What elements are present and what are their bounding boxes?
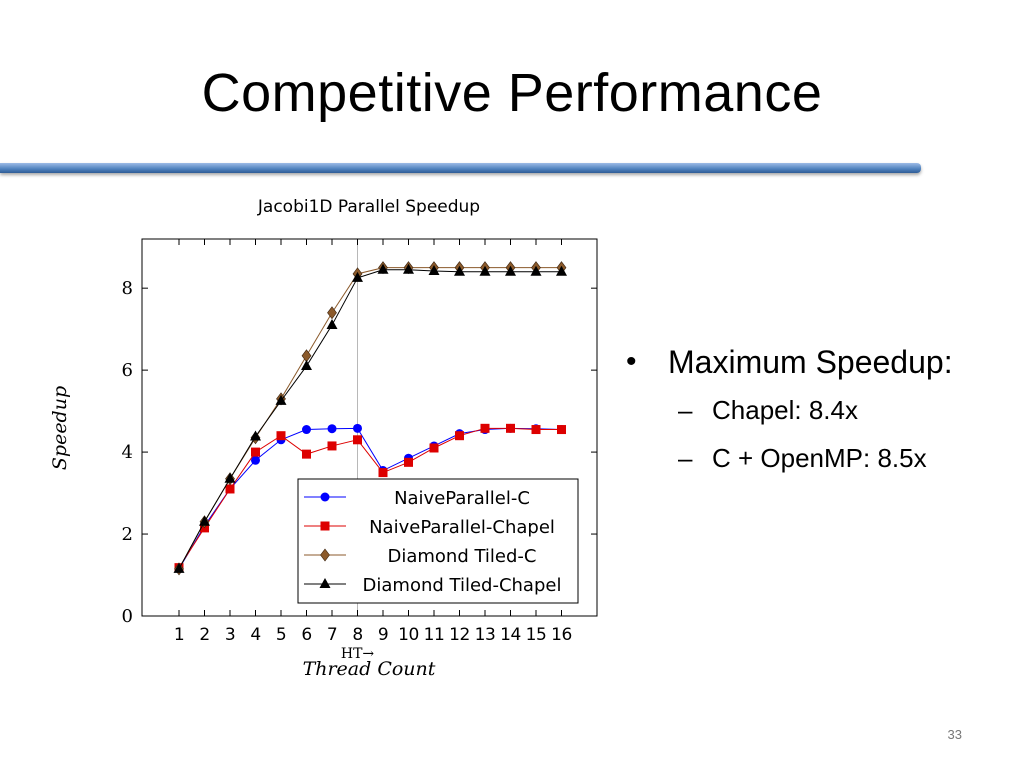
series-line — [178, 427, 562, 570]
x-tick-label: 12 — [449, 625, 470, 645]
data-point — [429, 443, 439, 453]
data-point — [302, 449, 311, 459]
data-point — [224, 472, 236, 483]
legend-label: Diamond Tiled-C — [387, 546, 536, 567]
legend: NaiveParallel-C NaiveParallel-Chapel Diamo… — [297, 478, 579, 604]
data-point — [403, 263, 414, 274]
x-tick-label: 1 — [174, 625, 184, 645]
data-point — [480, 423, 490, 433]
x-tick-label: 6 — [301, 625, 311, 645]
data-point — [530, 265, 542, 276]
data-point — [199, 515, 210, 526]
sub-bullet-text: C + OpenMP: 8.5x — [712, 443, 927, 473]
x-tick-label: 2 — [199, 625, 209, 645]
data-point — [506, 423, 515, 433]
legend-entry: Diamond Tiled-C — [304, 546, 537, 567]
page-number: 33 — [947, 727, 962, 742]
data-point — [173, 562, 185, 573]
data-point — [326, 319, 338, 330]
y-tick-label: 4 — [122, 442, 133, 463]
data-point — [556, 265, 567, 276]
data-point — [353, 423, 362, 433]
dash-icon: – — [678, 443, 693, 473]
x-tick-label: 14 — [500, 625, 521, 645]
plot-frame — [141, 238, 598, 617]
bullet-text: Maximum Speedup: — [668, 344, 953, 380]
legend-box — [297, 478, 579, 604]
y-tick-label: 2 — [122, 524, 133, 545]
legend-label: NaiveParallel-Chapel — [369, 517, 555, 538]
legend-entry: NaiveParallel-Chapel — [304, 517, 555, 538]
legend-entry: NaiveParallel-C — [304, 488, 530, 509]
bullet-maximum-speedup: • Maximum Speedup: — [626, 338, 1006, 386]
y-tick-label: 0 — [122, 606, 133, 627]
legend-label: Diamond Tiled-Chapel — [363, 575, 562, 596]
data-point — [225, 484, 235, 494]
y-tick-label: 6 — [122, 360, 133, 381]
x-tick-label: 16 — [551, 625, 572, 645]
data-point — [531, 425, 541, 435]
data-point — [505, 265, 516, 276]
data-point — [479, 265, 491, 276]
legend-label: NaiveParallel-C — [394, 488, 530, 509]
bullet-list: • Maximum Speedup: – Chapel: 8.4x – C + … — [626, 338, 1006, 482]
data-point — [250, 430, 261, 441]
y-tick-label: 8 — [122, 278, 133, 299]
data-point — [319, 578, 331, 588]
x-tick-label: 7 — [327, 625, 337, 645]
data-point — [377, 263, 389, 274]
data-point — [428, 264, 440, 275]
slide-title: Competitive Performance — [201, 63, 823, 123]
data-point — [302, 425, 311, 435]
data-point — [327, 441, 337, 451]
x-tick-label: 13 — [475, 625, 496, 645]
x-tick-label: 3 — [225, 625, 235, 645]
sub-bullet-text: Chapel: 8.4x — [712, 395, 858, 425]
sub-bullet-chapel: – Chapel: 8.4x — [626, 386, 1006, 434]
data-point — [378, 468, 388, 478]
series-layer — [173, 261, 567, 576]
data-point — [320, 492, 330, 502]
data-point — [327, 306, 337, 320]
data-point — [557, 425, 566, 435]
series-diamond-tiled-chapel — [173, 263, 567, 573]
data-point — [352, 271, 363, 282]
bullet-icon: • — [626, 345, 637, 378]
data-point — [301, 349, 312, 363]
x-tick-label: 8 — [352, 625, 362, 645]
sub-bullet-openmp: – C + OpenMP: 8.5x — [626, 434, 1006, 482]
data-point — [404, 457, 413, 467]
data-point — [275, 394, 287, 405]
x-tick-label: 11 — [424, 625, 445, 645]
data-point — [251, 455, 260, 465]
x-axis-label: Thread Count — [303, 658, 436, 680]
data-point — [320, 521, 330, 531]
data-point — [455, 431, 464, 441]
data-point — [251, 447, 260, 457]
y-axis-label: Speedup — [49, 386, 71, 470]
data-point — [301, 360, 312, 371]
chart-title: Jacobi1D Parallel Speedup — [257, 197, 480, 217]
dash-icon: – — [678, 395, 693, 425]
x-tick-label: 15 — [526, 625, 547, 645]
x-tick-label: 4 — [250, 625, 260, 645]
x-tick-label: 9 — [378, 625, 388, 645]
legend-entry: Diamond Tiled-Chapel — [304, 575, 561, 596]
legend-entries: NaiveParallel-C NaiveParallel-Chapel Diamo… — [304, 488, 561, 596]
data-point — [327, 424, 337, 434]
series-line — [178, 269, 562, 570]
data-point — [320, 548, 330, 562]
ht-annotation: HT→ — [341, 646, 375, 662]
data-point — [276, 431, 286, 441]
data-point — [353, 435, 362, 445]
x-tick-label: 5 — [276, 625, 286, 645]
x-tick-label: 10 — [398, 625, 419, 645]
title-divider — [0, 163, 921, 173]
series-line — [178, 427, 562, 568]
data-point — [454, 265, 465, 276]
